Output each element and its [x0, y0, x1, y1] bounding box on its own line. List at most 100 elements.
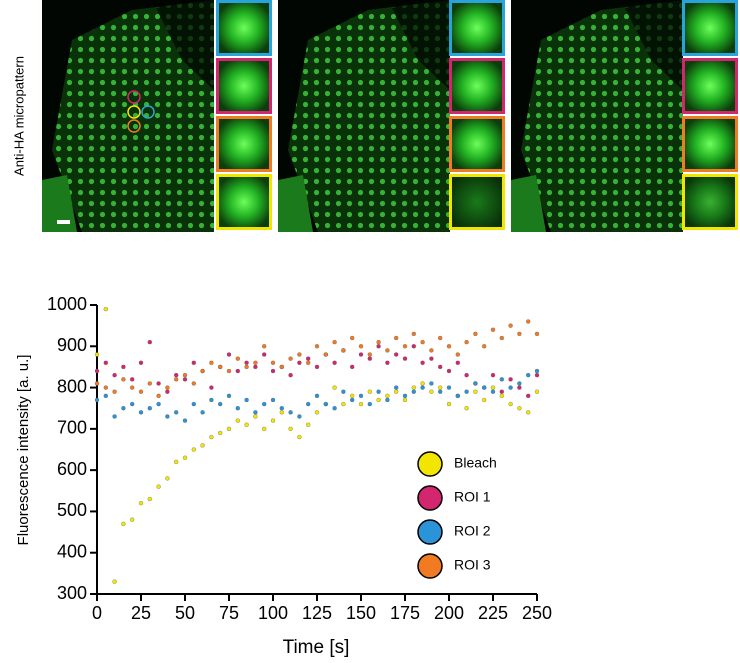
- data-point: [270, 368, 276, 374]
- data-point: [112, 579, 117, 584]
- data-point: [499, 335, 504, 341]
- data-point: [341, 389, 346, 394]
- data-point: [253, 410, 258, 415]
- data-point: [244, 397, 249, 403]
- y-tick-label: 1000: [47, 294, 87, 314]
- data-point: [350, 393, 355, 398]
- data-point: [244, 360, 249, 365]
- data-point: [446, 344, 452, 349]
- data-point: [314, 364, 320, 370]
- x-tick-label: 225: [478, 603, 508, 623]
- data-point: [455, 360, 460, 365]
- data-point: [420, 360, 425, 365]
- micrograph-2: [278, 0, 505, 232]
- x-tick-label: 25: [131, 603, 151, 623]
- data-point: [526, 393, 531, 398]
- data-point: [262, 426, 267, 432]
- data-point: [94, 397, 100, 403]
- data-point: [314, 410, 320, 415]
- data-point: [156, 393, 161, 398]
- data-point: [244, 422, 249, 427]
- legend-marker: [417, 485, 443, 511]
- data-point: [499, 377, 504, 382]
- data-point: [182, 455, 188, 460]
- data-point: [156, 484, 161, 489]
- data-point: [411, 389, 416, 394]
- data-point: [226, 352, 232, 357]
- data-point: [411, 385, 416, 390]
- x-tick-label: 0: [92, 603, 102, 623]
- plot: 300 400 500 600 700 800 900 1000 0 25 50 75 100 125 15…: [47, 294, 552, 623]
- data-point: [297, 352, 302, 357]
- data-point: [526, 410, 531, 415]
- data-point: [200, 368, 205, 374]
- data-point: [376, 344, 381, 349]
- x-tick-label: 75: [219, 603, 239, 623]
- data-point: [138, 501, 144, 506]
- data-point: [490, 389, 496, 394]
- data-point: [174, 410, 179, 415]
- data-point: [182, 373, 188, 378]
- data-point: [499, 393, 504, 398]
- data-point: [367, 389, 372, 394]
- data-point: [482, 397, 487, 403]
- data-point: [402, 356, 408, 361]
- data-point: [147, 381, 152, 386]
- x-tick-label: 125: [302, 603, 332, 623]
- data-point: [297, 434, 302, 440]
- data-point: [534, 331, 540, 337]
- data-point: [534, 368, 540, 374]
- data-point: [534, 389, 540, 394]
- data-point: [138, 389, 144, 394]
- data-point: [526, 319, 531, 324]
- data-point: [103, 306, 108, 312]
- data-point: [297, 414, 302, 419]
- data-point: [218, 401, 223, 407]
- data-point: [262, 352, 267, 357]
- data-point: [429, 356, 434, 361]
- data-point: [420, 340, 425, 345]
- x-tick-label: 175: [390, 603, 420, 623]
- data-point: [156, 401, 161, 407]
- data-point: [438, 389, 443, 394]
- data-point: [209, 385, 214, 390]
- micrograph-1: [42, 0, 272, 232]
- data-point: [165, 389, 170, 394]
- data-point: [464, 340, 469, 345]
- data-point: [130, 401, 135, 407]
- data-point: [473, 381, 478, 386]
- data-point: [385, 393, 390, 398]
- data-point: [534, 373, 540, 378]
- data-point: [508, 401, 513, 407]
- data-point: [165, 385, 170, 390]
- legend-marker: [417, 451, 443, 477]
- legend-marker: [417, 553, 443, 579]
- data-point: [130, 517, 135, 522]
- data-point: [253, 364, 258, 370]
- data-point: [499, 389, 504, 394]
- data-point: [270, 360, 276, 365]
- legend-label: Bleach: [454, 455, 497, 471]
- data-point: [191, 360, 196, 365]
- data-point: [350, 397, 355, 403]
- data-point: [517, 331, 522, 337]
- data-point: [191, 381, 196, 386]
- data-point: [218, 430, 223, 436]
- data-point: [209, 360, 214, 365]
- data-point: [350, 335, 355, 341]
- data-point: [490, 373, 496, 378]
- x-axis-label: Time [s]: [283, 637, 350, 658]
- data-point: [394, 335, 399, 341]
- data-point: [147, 496, 152, 502]
- data-point: [200, 443, 205, 448]
- data-point: [314, 393, 320, 398]
- data-point: [358, 401, 364, 407]
- data-point: [464, 389, 469, 394]
- data-point: [517, 406, 522, 411]
- data-point: [279, 364, 284, 370]
- legend-marker: [417, 519, 443, 545]
- data-point: [490, 385, 496, 390]
- data-point: [358, 344, 364, 349]
